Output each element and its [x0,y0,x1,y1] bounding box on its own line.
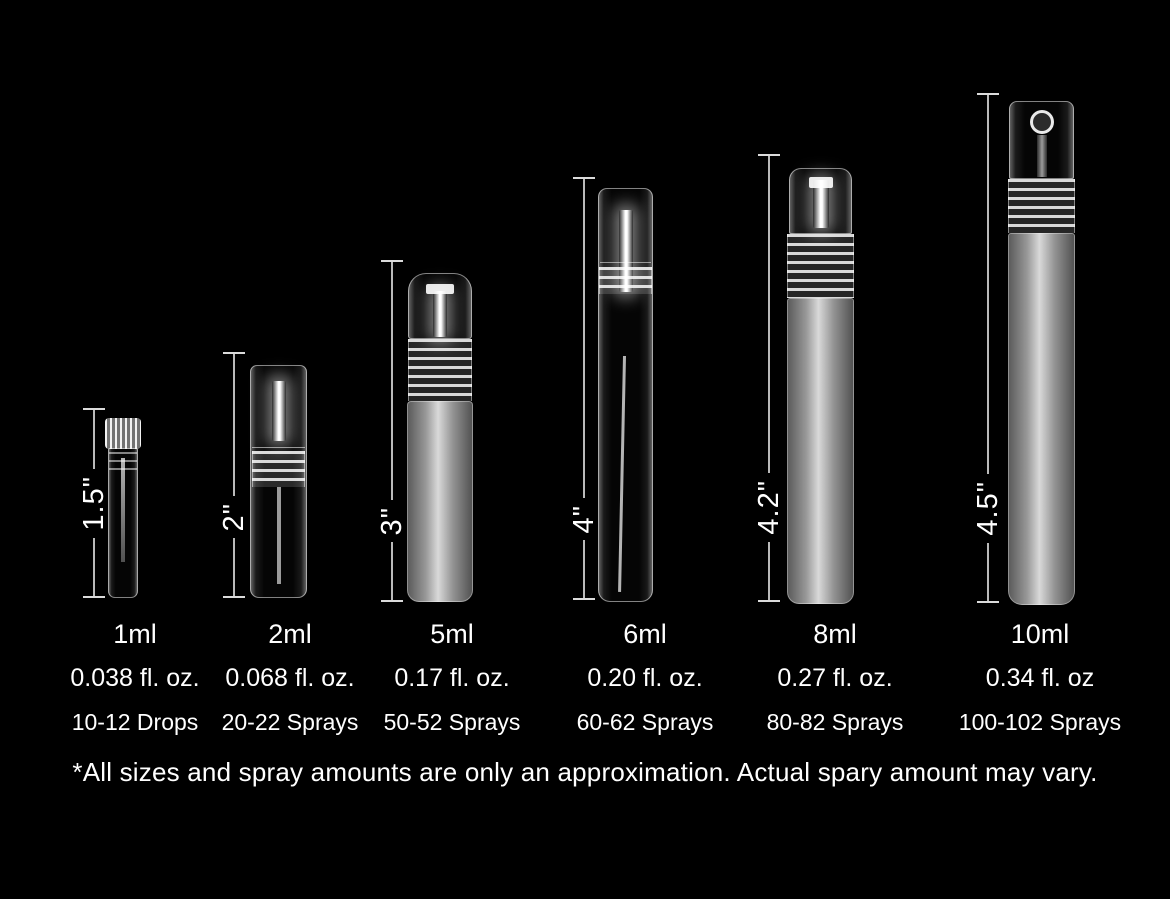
dip-tube [276,487,281,584]
spec-column-6ml: 6ml 0.20 fl. oz. 60-62 Sprays [550,612,740,744]
measure-top-tick [573,177,595,179]
spec-column-10ml: 10ml 0.34 fl. oz 100-102 Sprays [945,612,1135,744]
fluid-ounce-label: 0.17 fl. oz. [394,664,510,692]
height-measure-2ml: 2" [217,352,250,598]
pump-collar-ribs [787,234,854,298]
measure-line-lower [233,538,235,596]
disclaimer-text: *All sizes and spray amounts are only an… [72,757,1098,787]
fluid-ounce-label: 0.27 fl. oz. [777,664,893,692]
spray-nozzle [1029,110,1054,134]
measure-bottom-tick [758,600,780,602]
measure-line-upper [233,354,235,496]
pump-collar-ribs [252,451,305,487]
height-label-2ml: 2" [217,502,250,531]
spray-count-label: 20-22 Sprays [221,709,359,735]
fluid-ounce-label: 0.34 fl. oz [985,664,1095,692]
measure-top-tick [83,408,105,410]
bottle-photo-2ml [250,365,307,598]
pump-collar-ribs [599,267,652,294]
measure-top-tick [977,93,999,95]
frosted-body [787,298,854,604]
sprayer-pump [812,180,829,228]
measure-line-lower [987,543,989,601]
volume-label: 1ml [113,619,157,649]
height-label-8ml: 4.2" [752,480,785,535]
measure-bottom-tick [573,598,595,600]
volume-label: 2ml [268,619,312,649]
measure-line-upper [583,179,585,498]
bottle-photo-5ml [407,273,473,602]
spec-column-5ml: 5ml 0.17 fl. oz. 50-52 Sprays [357,612,547,744]
sprayer-actuator [426,284,454,294]
pump-collar-ribs [408,339,472,401]
bottle-photo-1ml [105,418,141,598]
cap-rim-line [252,447,305,448]
height-measure-8ml: 4.2" [752,154,785,602]
cap-rim-line [600,262,651,263]
measure-bottom-tick [223,596,245,598]
fluid-ounce-label: 0.20 fl. oz. [587,664,703,692]
height-label-6ml: 4" [567,504,600,533]
spray-count-label: 80-82 Sprays [766,709,904,735]
measure-line-upper [391,262,393,500]
spray-count-label: 60-62 Sprays [576,709,714,735]
measure-line-lower [768,542,770,600]
measure-bottom-tick [977,601,999,603]
volume-label: 6ml [623,619,667,649]
measure-line-upper [987,95,989,475]
height-measure-10ml: 4.5" [971,93,1004,603]
height-measure-1ml: 1.5" [78,408,110,598]
measure-line-lower [391,542,393,600]
bottle-photo-6ml [598,188,653,602]
spray-count-label: 10-12 Drops [71,709,199,735]
measure-top-tick [223,352,245,354]
frosted-body [407,401,473,602]
spray-count-label: 100-102 Sprays [958,709,1122,735]
volume-label: 5ml [430,619,474,649]
measure-line-upper [768,156,770,474]
spec-column-2ml: 2ml 0.068 fl. oz. 20-22 Sprays [195,612,385,744]
spray-count-label: 50-52 Sprays [383,709,521,735]
height-label-5ml: 3" [375,506,408,535]
measure-line-upper [93,410,95,470]
bottle-photo-10ml [1008,101,1075,605]
measure-line-lower [583,540,585,598]
measure-top-tick [381,260,403,262]
sprayer-pump [271,381,286,441]
fluid-ounce-label: 0.068 fl. oz. [225,664,355,692]
spec-column-1ml: 1ml 0.038 fl. oz. 10-12 Drops [40,612,230,744]
measure-bottom-tick [83,596,105,598]
height-label-10ml: 4.5" [971,481,1004,536]
volume-label: 8ml [813,619,857,649]
measure-bottom-tick [381,600,403,602]
volume-label: 10ml [1010,619,1070,649]
vial-applicator-rod [121,458,125,562]
sprayer-pump [433,291,447,337]
frosted-body [1008,233,1075,605]
height-measure-6ml: 4" [567,177,600,600]
sprayer-stem [1036,135,1047,177]
vial-cap [105,418,141,449]
height-measure-5ml: 3" [375,260,408,602]
bottle-photo-8ml [787,168,854,604]
measure-top-tick [758,154,780,156]
pump-collar-ribs [1008,179,1075,233]
measure-line-lower [93,538,95,596]
spec-column-8ml: 8ml 0.27 fl. oz. 80-82 Sprays [740,612,930,744]
fluid-ounce-label: 0.038 fl. oz. [70,664,200,692]
